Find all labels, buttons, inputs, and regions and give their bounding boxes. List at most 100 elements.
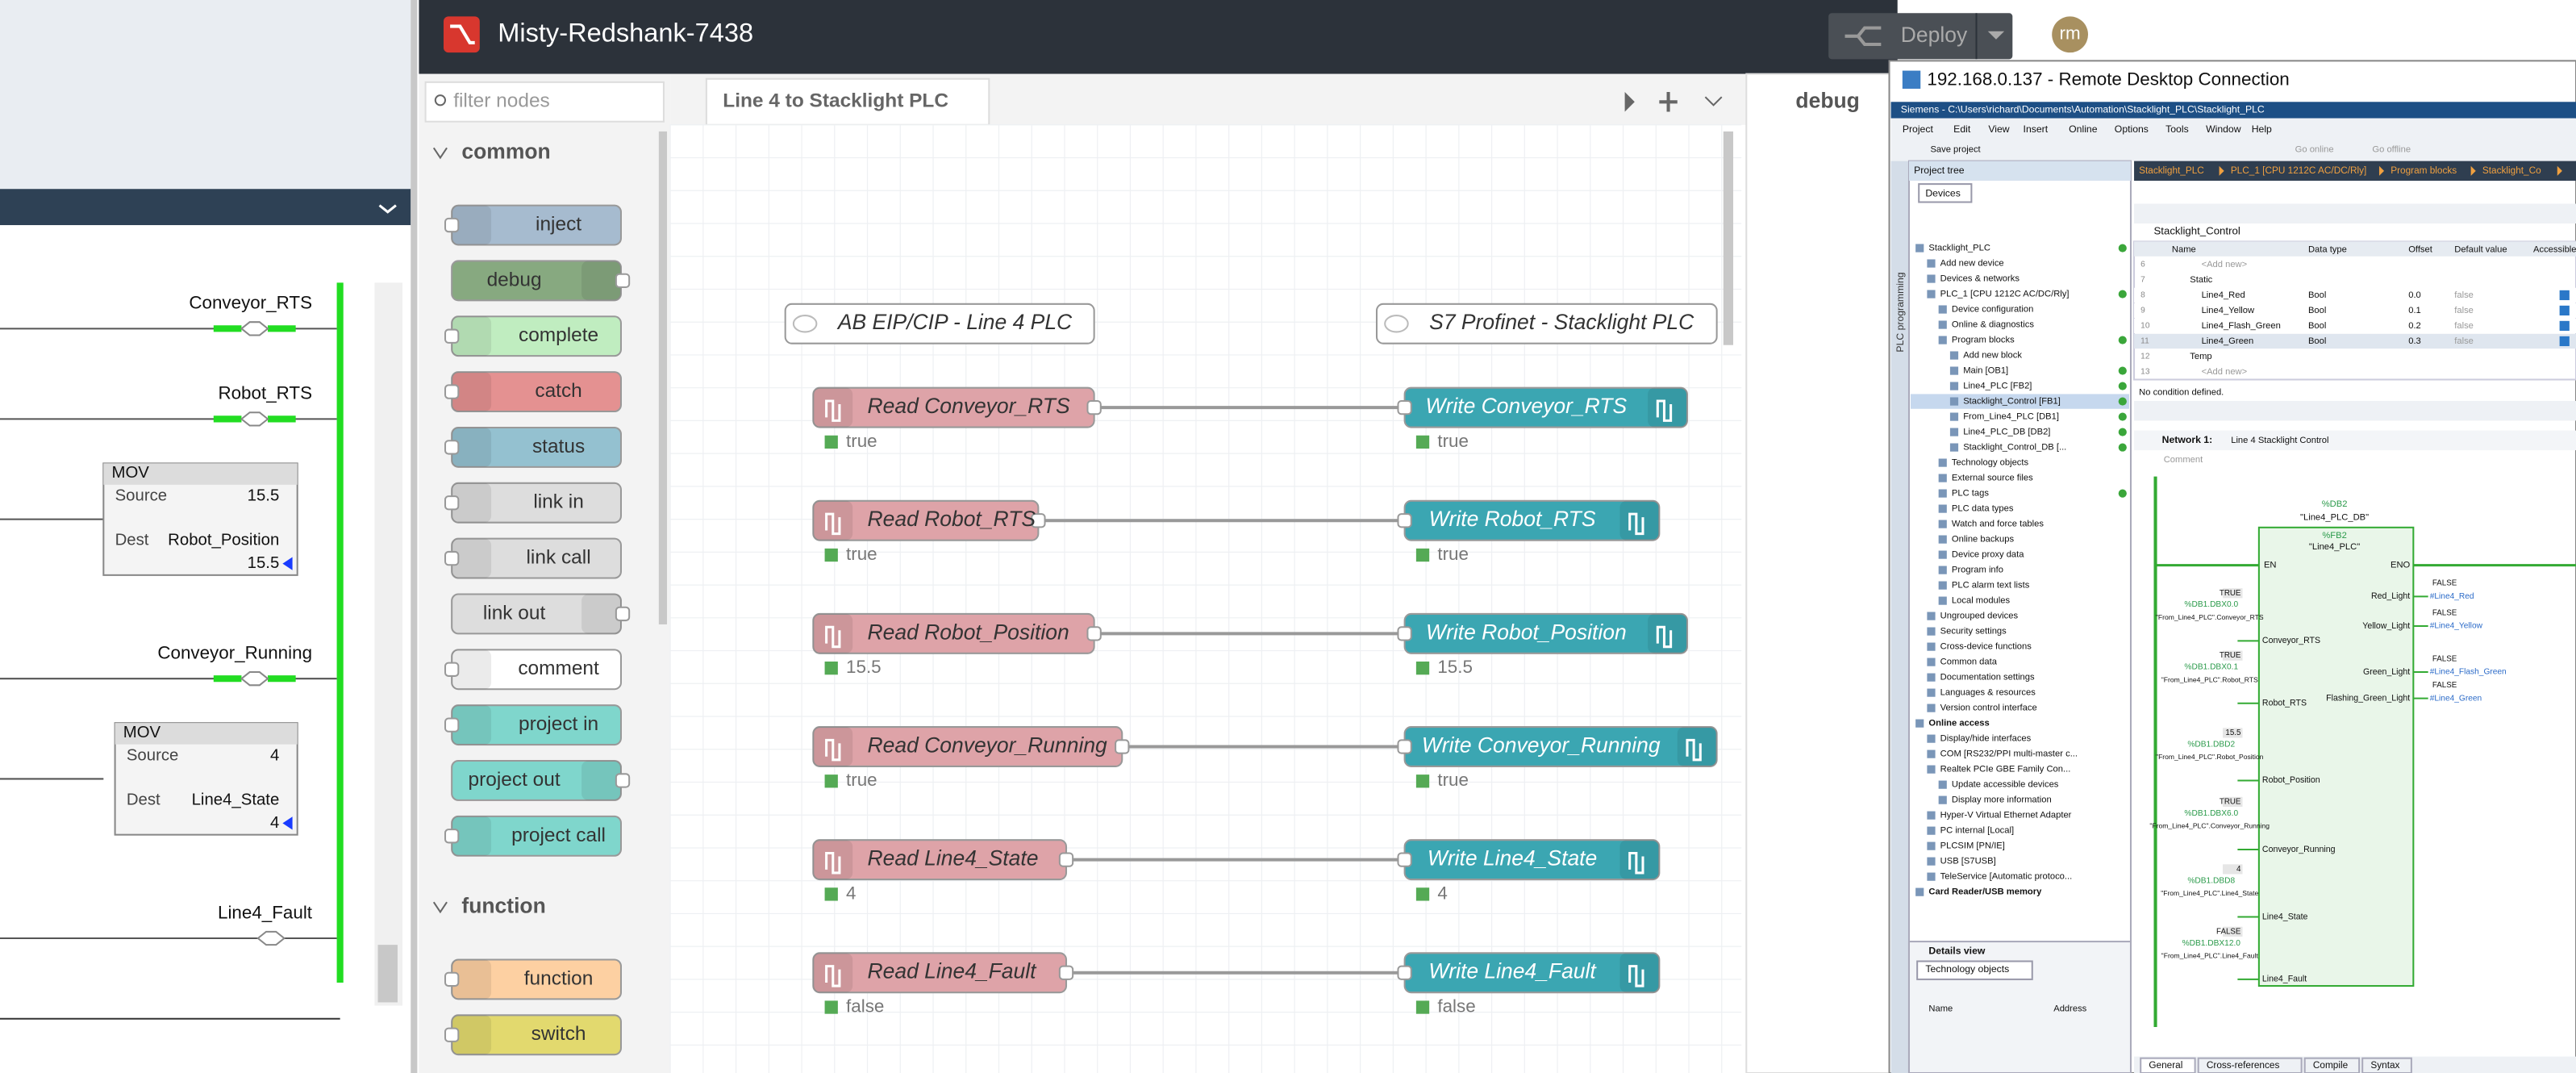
- deploy-label[interactable]: Deploy: [1901, 23, 1968, 47]
- menu-item[interactable]: Online: [2069, 123, 2098, 135]
- tree-item[interactable]: Realtek PCIe GBE Family Con...: [1940, 765, 2071, 774]
- tree-item[interactable]: Program info: [1952, 566, 2003, 575]
- tree-item[interactable]: Add new block: [1963, 351, 2022, 361]
- toolbar-button[interactable]: Go offline: [2372, 144, 2411, 154]
- breadcrumb-item[interactable]: Program blocks: [2391, 165, 2457, 176]
- tree-item[interactable]: PLCSIM [PN/IE]: [1940, 841, 2005, 851]
- mov-dest-value: 15.5: [248, 554, 280, 572]
- tree-item[interactable]: Stacklight_Control_DB [...: [1963, 443, 2066, 453]
- tree-item[interactable]: Ungrouped devices: [1940, 612, 2019, 621]
- column-header: Accessible: [2533, 245, 2576, 255]
- menu-item[interactable]: Project: [1903, 123, 1934, 135]
- tree-item[interactable]: PC internal [Local]: [1940, 826, 2014, 836]
- tree-item[interactable]: Line4_PLC [FB2]: [1963, 382, 2032, 391]
- tree-item[interactable]: Add new device: [1940, 259, 2004, 269]
- tree-item[interactable]: Program blocks: [1952, 336, 2015, 345]
- menu-item[interactable]: Window: [2206, 123, 2241, 135]
- tree-item[interactable]: Cross-device functions: [1940, 642, 2032, 652]
- tree-item[interactable]: Common data: [1940, 658, 1998, 667]
- tree-item[interactable]: Device proxy data: [1952, 550, 2024, 560]
- tree-icon: [1939, 566, 1947, 574]
- mov-source: 4: [270, 746, 279, 764]
- tree-item[interactable]: Technology objects: [1952, 458, 2029, 468]
- tree-item[interactable]: Display/hide interfaces: [1940, 734, 2032, 744]
- tree-item[interactable]: Devices & networks: [1940, 274, 2020, 284]
- tree-item[interactable]: Device configuration: [1952, 305, 2033, 315]
- tree-item[interactable]: From_Line4_PLC [DB1]: [1963, 412, 2059, 422]
- tree-icon: [1950, 443, 1958, 451]
- devices-tab-label: Devices: [1925, 188, 1960, 199]
- tree-item[interactable]: Stacklight_Control [FB1]: [1963, 397, 2061, 407]
- menu-item[interactable]: View: [1988, 123, 2009, 135]
- menu-item[interactable]: Help: [2252, 123, 2272, 135]
- breadcrumb-item[interactable]: Stacklight_PLC: [2139, 165, 2204, 176]
- tree-icon: [1950, 397, 1958, 405]
- tree-item[interactable]: TeleService [Automatic protoco...: [1940, 872, 2073, 882]
- tree-item[interactable]: Documentation settings: [1940, 673, 2035, 683]
- tree-item[interactable]: Security settings: [1940, 627, 2007, 637]
- table-cell: false: [2454, 290, 2474, 300]
- tree-item[interactable]: Online access: [1928, 719, 1989, 729]
- category-header[interactable]: function: [461, 893, 545, 917]
- menu-item[interactable]: Tools: [2165, 123, 2189, 135]
- status-dot: [825, 887, 838, 900]
- input-address: %DB1.DBX12.0: [2182, 939, 2241, 948]
- tree-item[interactable]: Online backups: [1952, 535, 2015, 545]
- toolbar-button[interactable]: Go online: [2295, 144, 2334, 154]
- status-ok: [2119, 382, 2127, 390]
- tree-item[interactable]: Display more information: [1952, 795, 2052, 805]
- sidebar: [1746, 74, 1894, 1073]
- input-pin: Line4_State: [2262, 912, 2308, 921]
- tree-item[interactable]: External source files: [1952, 474, 2033, 483]
- tree-item[interactable]: Card Reader/USB memory: [1928, 887, 2042, 897]
- tree-icon: [1927, 274, 1935, 282]
- row-number: 10: [2140, 322, 2150, 331]
- pin-eno: ENO: [2391, 561, 2411, 570]
- tree-item[interactable]: PLC data types: [1952, 504, 2014, 514]
- input-address: %DB1.DBD2: [2187, 740, 2235, 749]
- tree-icon: [1927, 612, 1935, 620]
- tree-item[interactable]: Local modules: [1952, 596, 2011, 606]
- scroll-thumb[interactable]: [378, 945, 398, 1002]
- row-number: 12: [2140, 353, 2150, 361]
- tree-item[interactable]: PLC alarm text lists: [1952, 581, 2030, 591]
- nr-title: Misty-Redshank-7438: [498, 18, 753, 47]
- toolbar-button[interactable]: Save project: [1930, 144, 1981, 154]
- tree-item[interactable]: PLC tags: [1952, 489, 1989, 499]
- breadcrumb-item[interactable]: Stacklight_Co: [2482, 165, 2541, 176]
- category-header[interactable]: common: [461, 139, 550, 163]
- tree-item[interactable]: Watch and force tables: [1952, 520, 2044, 529]
- breadcrumb-item[interactable]: PLC_1 [CPU 1212C AC/DC/Rly]: [2231, 165, 2367, 176]
- tree-item[interactable]: Version control interface: [1940, 704, 2037, 713]
- menu-item[interactable]: Insert: [2024, 123, 2049, 135]
- status-ok: [2119, 412, 2127, 420]
- tree-icon: [1927, 643, 1935, 651]
- status-ok: [2119, 290, 2127, 298]
- tree-icon: [1939, 796, 1947, 804]
- tree-item[interactable]: Main [OB1]: [1963, 366, 2008, 376]
- tree-item[interactable]: Online & diagnostics: [1952, 320, 2034, 330]
- read-node-label: Read Conveyor_RTS: [868, 394, 1070, 418]
- tree-icon: [1915, 888, 1924, 896]
- port: [1087, 401, 1100, 414]
- tree-item[interactable]: Update accessible devices: [1952, 780, 2059, 790]
- port: [1060, 853, 1073, 866]
- port: [445, 385, 458, 398]
- tree-item[interactable]: Stacklight_PLC: [1928, 244, 1990, 253]
- palette-node-label: complete: [519, 324, 598, 346]
- menu-item[interactable]: Edit: [1953, 123, 1971, 135]
- port: [1115, 740, 1128, 753]
- tree-item[interactable]: COM [RS232/PPI multi-master c...: [1940, 749, 2078, 759]
- read-status: true: [846, 431, 877, 451]
- tree-item[interactable]: PLC_1 [CPU 1212C AC/DC/Rly]: [1940, 290, 2070, 299]
- input-address: %DB1.DBD8: [2187, 876, 2235, 885]
- menu-item[interactable]: Options: [2115, 123, 2149, 135]
- live-value: TRUE: [2220, 798, 2241, 807]
- debug-tab[interactable]: debug: [1795, 88, 1859, 112]
- tree-icon: [1927, 735, 1935, 743]
- tree-item[interactable]: USB [S7USB]: [1940, 857, 1996, 866]
- read-node-label: Read Robot_Position: [868, 620, 1069, 644]
- tree-item[interactable]: Line4_PLC_DB [DB2]: [1963, 428, 2050, 437]
- tree-item[interactable]: Languages & resources: [1940, 688, 2036, 698]
- tree-item[interactable]: Hyper-V Virtual Ethernet Adapter: [1940, 811, 2072, 820]
